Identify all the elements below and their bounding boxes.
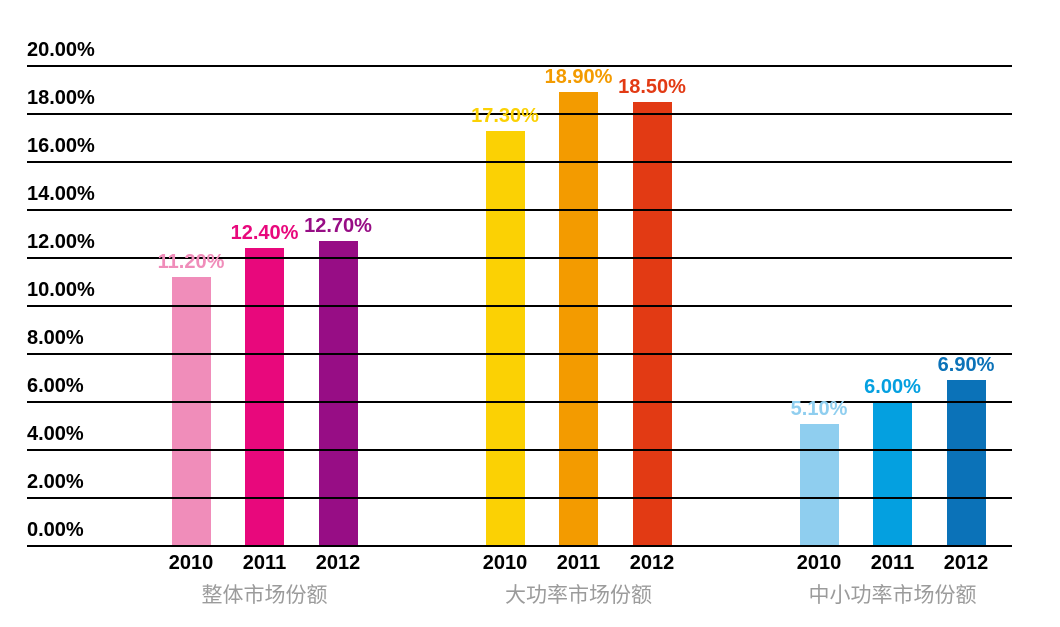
- group-label: 整体市场份额: [201, 584, 328, 607]
- x-tick-label: 2012: [315, 552, 361, 574]
- gridline: [27, 257, 1012, 259]
- bar-value-label: 6.00%: [864, 376, 921, 398]
- bar: [799, 424, 839, 546]
- x-tick-label: 2011: [242, 552, 287, 574]
- bar-value-label: 6.90%: [937, 354, 995, 376]
- bar: [318, 241, 358, 546]
- gridline: [27, 209, 1012, 211]
- gridline: [27, 65, 1012, 67]
- x-tick-label: 2011: [870, 552, 915, 574]
- y-tick-label: 16.00%: [27, 135, 95, 157]
- gridline: [27, 545, 1012, 547]
- bar-value-label: 18.90%: [544, 66, 613, 88]
- y-tick-label: 18.00%: [27, 87, 95, 109]
- bar-value-label: 18.50%: [618, 76, 686, 98]
- y-tick-label: 20.00%: [27, 39, 95, 61]
- bar-value-label: 17.30%: [471, 105, 539, 127]
- y-tick-label: 10.00%: [27, 279, 95, 301]
- y-tick-label: 12.00%: [27, 231, 95, 253]
- x-tick-label: 2012: [629, 552, 675, 574]
- gridline: [27, 497, 1012, 499]
- x-tick-label: 2010: [796, 552, 842, 574]
- y-tick-label: 14.00%: [27, 183, 95, 205]
- x-tick-label: 2010: [168, 552, 214, 574]
- y-tick-label: 4.00%: [27, 423, 84, 445]
- y-tick-label: 2.00%: [27, 471, 84, 493]
- gridline: [27, 401, 1012, 403]
- gridline: [27, 161, 1012, 163]
- bar: [946, 380, 986, 546]
- x-tick-label: 2011: [556, 552, 601, 574]
- y-tick-label: 8.00%: [27, 327, 84, 349]
- bar-value-label: 12.40%: [230, 222, 299, 244]
- group-label: 大功率市场份额: [505, 584, 652, 607]
- gridline: [27, 113, 1012, 115]
- bar: [873, 402, 912, 546]
- bar: [632, 102, 672, 546]
- bar-value-label: 12.70%: [304, 215, 372, 237]
- bar-value-label: 11.20%: [157, 251, 225, 273]
- bar-value-label: 5.10%: [790, 398, 848, 420]
- y-tick-label: 0.00%: [27, 519, 84, 541]
- bar: [485, 131, 525, 546]
- bar: [171, 277, 211, 546]
- y-tick-label: 6.00%: [27, 375, 84, 397]
- x-tick-label: 2010: [482, 552, 528, 574]
- bar: [245, 248, 284, 546]
- gridline: [27, 449, 1012, 451]
- gridline: [27, 353, 1012, 355]
- gridline: [27, 305, 1012, 307]
- bar: [559, 92, 598, 546]
- x-tick-label: 2012: [943, 552, 989, 574]
- group-label: 中小功率市场份额: [808, 584, 977, 607]
